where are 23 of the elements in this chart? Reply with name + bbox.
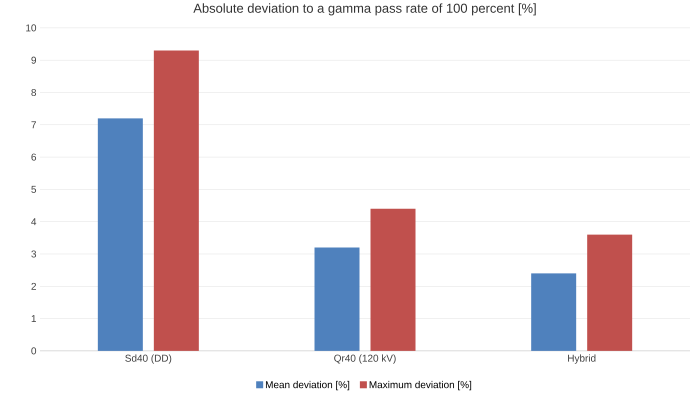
y-tick-label: 8 xyxy=(31,89,36,96)
bar xyxy=(314,248,360,351)
y-tick-label: 10 xyxy=(26,24,36,32)
y-tick-label: 5 xyxy=(31,186,36,193)
bar xyxy=(154,50,199,351)
legend-label: Mean deviation [%] xyxy=(266,380,350,390)
x-tick-label: Qr40 (120 kV) xyxy=(334,354,396,364)
legend-label: Maximum deviation [%] xyxy=(370,380,472,390)
bar xyxy=(370,208,416,351)
chart-title: Absolute deviation to a gamma pass rate of 100 percent [%] xyxy=(193,3,536,16)
y-tick-label: 6 xyxy=(31,154,36,161)
y-tick-label: 1 xyxy=(32,315,36,322)
y-tick-label: 0 xyxy=(31,347,36,354)
x-tick-label: Hybrid xyxy=(568,354,596,364)
bar xyxy=(587,234,632,351)
bar xyxy=(531,273,576,351)
y-tick-label: 7 xyxy=(31,121,36,128)
y-tick-label: 3 xyxy=(31,250,36,258)
y-tick-label: 4 xyxy=(31,218,36,226)
bar xyxy=(98,118,143,351)
x-tick-label: Sd40 (DD) xyxy=(125,354,172,364)
y-tick-label: 2 xyxy=(31,282,36,290)
y-tick-label: 9 xyxy=(31,56,36,64)
